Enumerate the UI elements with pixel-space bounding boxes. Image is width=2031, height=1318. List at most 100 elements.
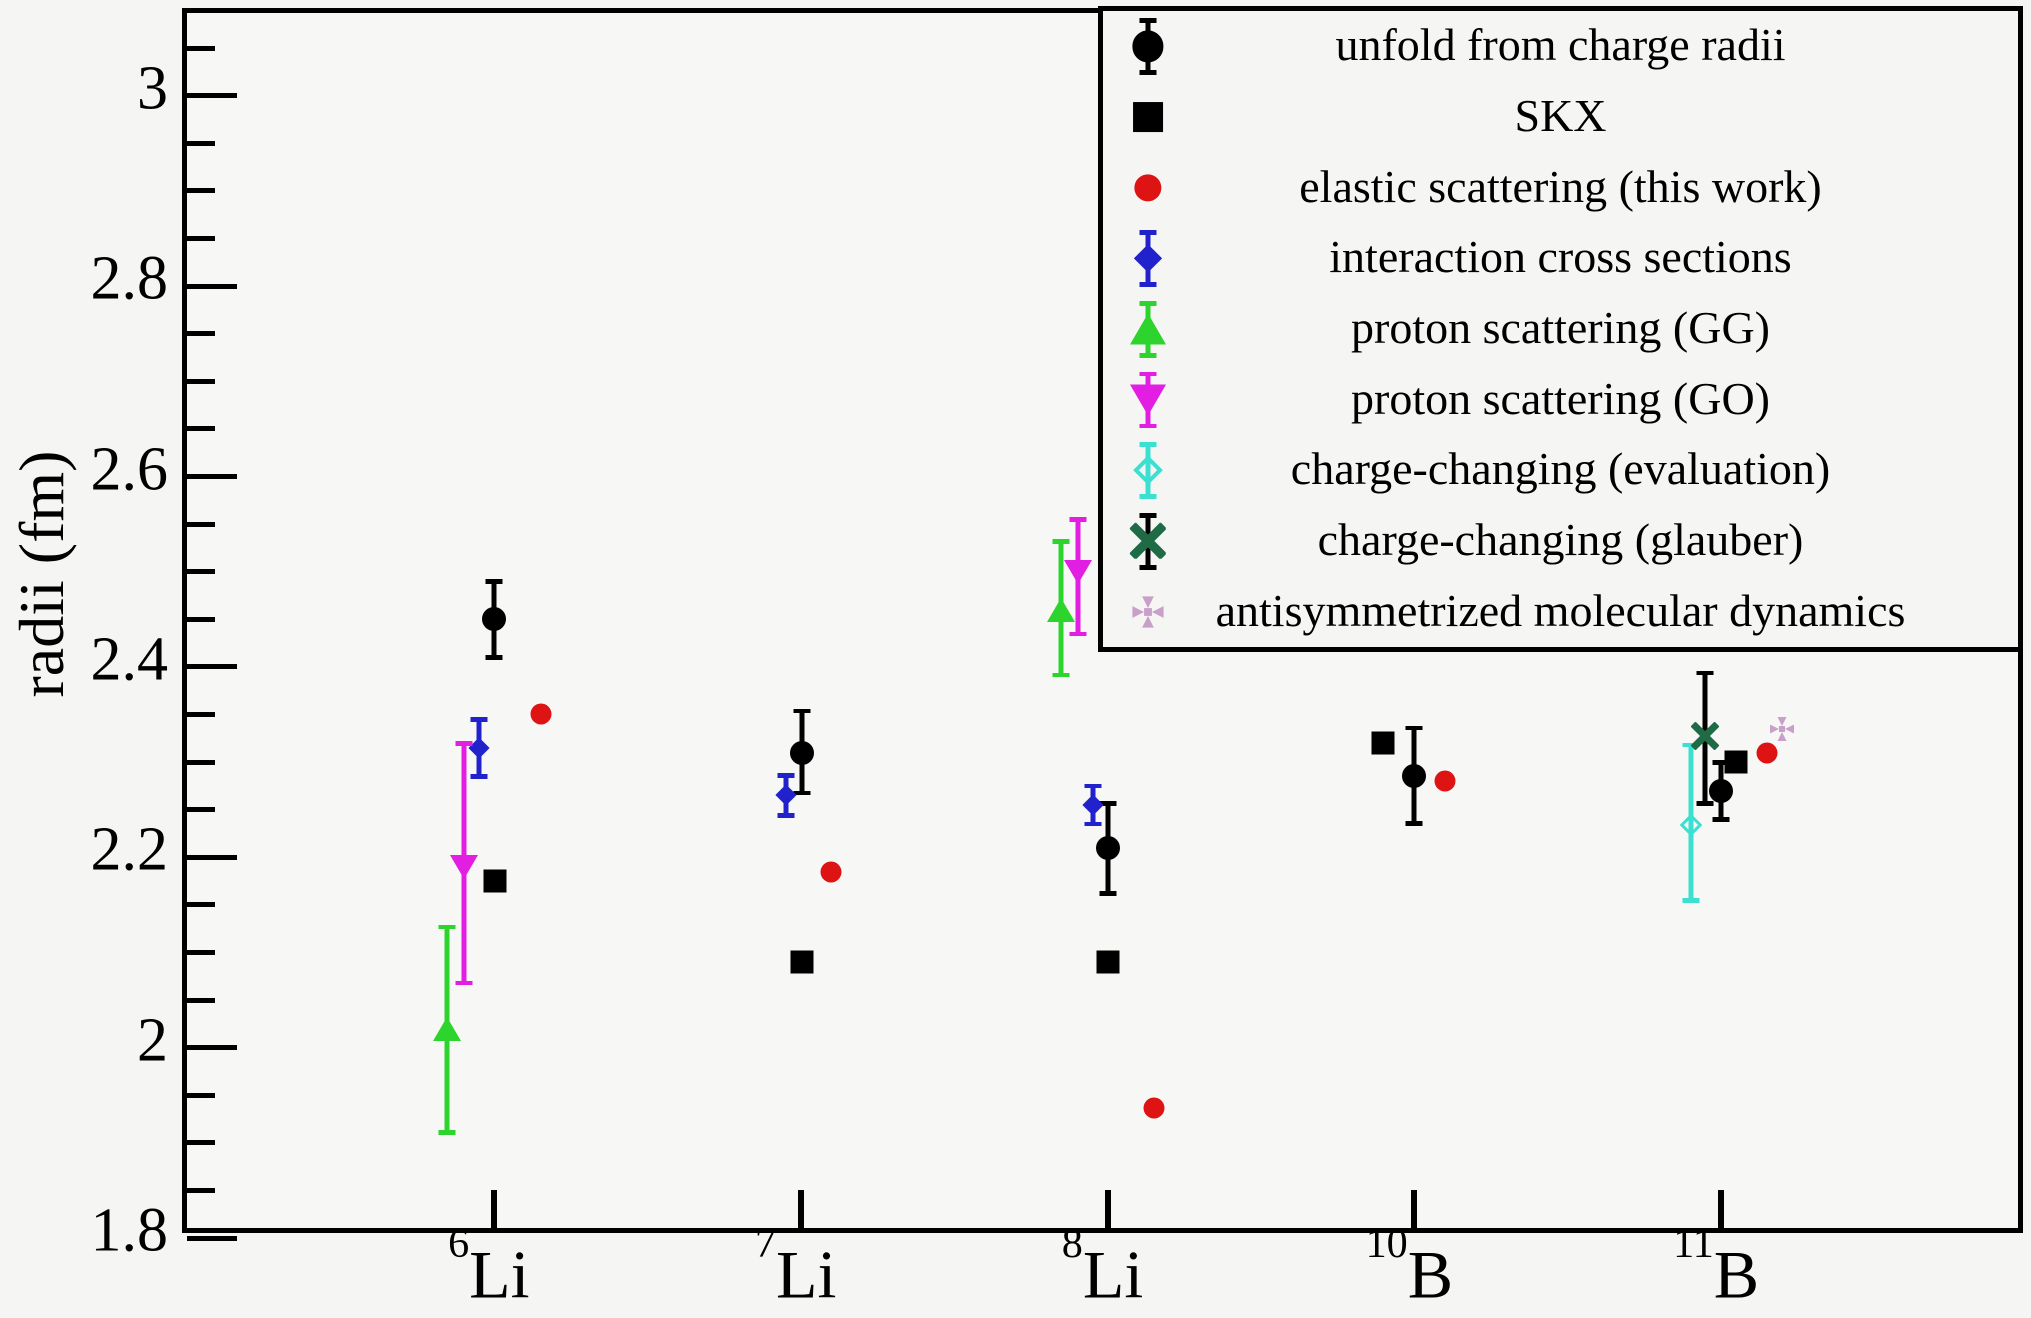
error-bar-cap (1139, 442, 1157, 447)
y-major-tick (187, 283, 237, 289)
legend-marker-cell (1117, 576, 1179, 647)
y-minor-tick (187, 997, 215, 1003)
legend-label: proton scattering (GO) (1351, 372, 1770, 424)
error-bar-cap (1712, 760, 1730, 765)
y-minor-tick (187, 759, 215, 765)
legend-label: SKX (1514, 89, 1607, 141)
marker-circle (1709, 778, 1734, 803)
marker-triangle-up (1046, 597, 1075, 622)
isotope-element-symbol: B (1713, 1236, 1760, 1313)
marker-square (1133, 102, 1163, 132)
error-bar-cap (1069, 517, 1086, 522)
x-major-tick (490, 1190, 497, 1228)
legend-box: unfold from charge radii SKX elastic scatt… (1098, 6, 2023, 652)
y-tick-label: 1.8 (90, 1196, 169, 1265)
isotope-mass-number: 6 (448, 1220, 470, 1268)
marker-maltese (1769, 716, 1795, 742)
marker-open-diamond (1679, 813, 1703, 837)
isotope-mass-number: 11 (1673, 1220, 1714, 1268)
isotope-mass-number: 10 (1365, 1220, 1408, 1268)
marker-dot (1134, 174, 1162, 202)
y-minor-tick (187, 1187, 215, 1193)
legend-marker-cell (1117, 294, 1179, 365)
legend-row: charge-changing (glauber) (1103, 506, 2018, 577)
x-tick-label: 8Li (1062, 1223, 1144, 1309)
y-minor-tick (187, 807, 215, 813)
y-major-tick (187, 1235, 237, 1241)
error-bar-cap (1712, 817, 1730, 822)
marker-triangle-up (1130, 313, 1166, 345)
legend-row: interaction cross sections (1103, 223, 2018, 294)
x-tick-label: 6Li (448, 1223, 530, 1309)
y-minor-tick (187, 521, 215, 527)
legend-marker-cell (1117, 435, 1179, 506)
error-bar-cap (1052, 672, 1069, 678)
error-bar-cap (1139, 494, 1157, 499)
y-major-tick (187, 474, 237, 480)
y-tick-label: 3 (137, 54, 168, 123)
y-minor-tick (187, 569, 215, 575)
legend-label: elastic scattering (this work) (1299, 160, 1822, 212)
error-bar-cap (1696, 670, 1714, 676)
y-tick-label: 2.2 (90, 815, 169, 884)
error-bar-cap (485, 655, 503, 660)
marker-dot (1143, 1097, 1164, 1119)
legend-marker-cell (1117, 506, 1179, 577)
legend-row: proton scattering (GO) (1103, 364, 2018, 435)
x-major-tick (1718, 1190, 1725, 1228)
y-minor-tick (187, 902, 215, 908)
legend-row: unfold from charge radii (1103, 11, 2018, 82)
legend-marker-cell (1117, 364, 1179, 435)
y-minor-tick (187, 236, 215, 242)
marker-circle (1132, 30, 1164, 62)
isotope-mass-number: 7 (754, 1220, 776, 1268)
error-bar-cap (1139, 353, 1157, 358)
y-minor-tick (187, 711, 215, 717)
marker-square (1724, 750, 1748, 774)
isotope-element-symbol: Li (775, 1236, 837, 1313)
marker-maltese (1131, 595, 1165, 629)
error-bar-cap (793, 790, 811, 796)
marker-triangle-down (1063, 559, 1092, 584)
y-minor-tick (187, 1140, 215, 1146)
isotope-mass-number: 8 (1061, 1220, 1083, 1268)
error-bar-cap (1139, 301, 1157, 306)
marker-dot (1434, 770, 1456, 792)
y-major-tick (187, 664, 237, 670)
error-bar-cap (1139, 282, 1157, 287)
error-bar-cap (1099, 891, 1116, 896)
legend-label: interaction cross sections (1329, 231, 1792, 283)
error-bar-cap (1682, 898, 1700, 903)
y-minor-tick (187, 426, 215, 432)
error-bar-cap (470, 717, 488, 722)
marker-circle (481, 607, 506, 632)
error-bar (1688, 744, 1694, 901)
x-major-tick (1104, 1190, 1111, 1228)
y-minor-tick (187, 1092, 215, 1098)
error-bar-cap (1139, 371, 1157, 377)
isotope-element-symbol: B (1407, 1236, 1454, 1313)
marker-square (483, 869, 507, 893)
error-bar-cap (777, 773, 795, 778)
marker-square (1096, 950, 1119, 974)
error-bar (1145, 444, 1151, 497)
error-bar-cap (470, 774, 488, 779)
error-bar-cap (1084, 821, 1101, 827)
error-bar-cap (1139, 230, 1157, 235)
legend-label: proton scattering (GG) (1351, 301, 1770, 353)
error-bar-cap (438, 924, 456, 930)
y-minor-tick (187, 378, 215, 384)
error-bar-cap (455, 741, 473, 746)
marker-circle (1402, 764, 1427, 789)
marker-dot (530, 703, 552, 725)
x-tick-label: 10B (1366, 1223, 1454, 1309)
error-bar-cap (1099, 801, 1116, 806)
x-major-tick (1411, 1190, 1418, 1228)
error-bar-cap (1139, 70, 1157, 75)
y-tick-label: 2.6 (90, 435, 169, 504)
legend-row: SKX (1103, 82, 2018, 153)
marker-dot (820, 861, 842, 883)
isotope-element-symbol: Li (469, 1236, 530, 1313)
error-bar-cap (1682, 742, 1700, 748)
error-bar-cap (455, 980, 473, 986)
